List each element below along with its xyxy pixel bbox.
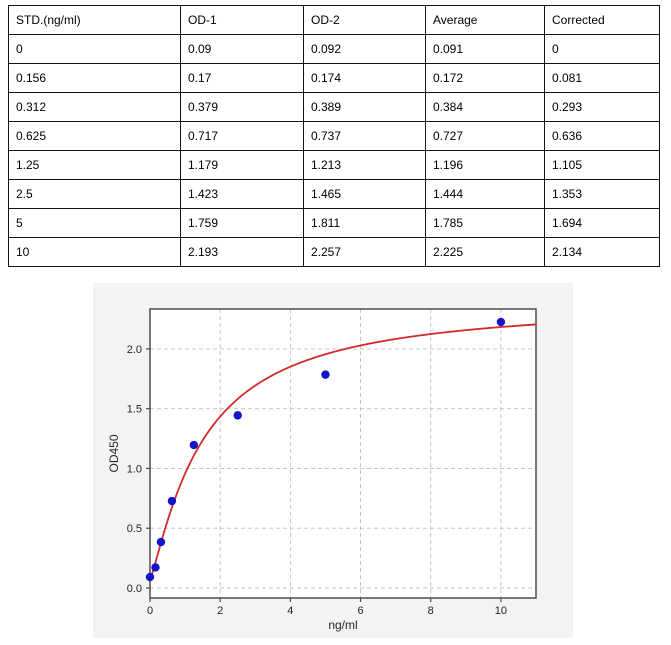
- table-cell: 1.179: [180, 150, 304, 180]
- data-point: [145, 572, 155, 582]
- table-cell: 0.174: [303, 63, 426, 93]
- y-tick-label: 0.0: [127, 583, 142, 595]
- y-axis-label: OD450: [107, 434, 121, 472]
- data-point: [321, 370, 330, 379]
- table-cell: 0.312: [8, 92, 181, 122]
- table-cell: 0.636: [544, 121, 660, 151]
- table-cell: 0.09: [180, 34, 304, 64]
- table-cell: 0.384: [425, 92, 545, 122]
- table-cell: 2.225: [425, 237, 545, 267]
- table-cell: 0.092: [303, 34, 426, 64]
- table-cell: 0.717: [180, 121, 304, 151]
- table-cell: 2.134: [544, 237, 660, 267]
- x-tick-label: 4: [287, 605, 293, 617]
- table-cell: 2.257: [303, 237, 426, 267]
- table-cell: 2.5: [8, 179, 181, 209]
- column-header: Corrected: [544, 5, 660, 35]
- table-cell: 0: [544, 34, 660, 64]
- data-point: [151, 563, 160, 572]
- table-row: 0.312 0.379 0.389 0.384 0.293: [8, 92, 660, 122]
- table-cell: 0: [8, 34, 181, 64]
- table-cell: 1.353: [544, 179, 660, 209]
- table-cell: 1.444: [425, 179, 545, 209]
- plot-background: [150, 309, 536, 598]
- table-cell: 0.379: [180, 92, 304, 122]
- table-cell: 0.293: [544, 92, 660, 122]
- table-body: 0 0.09 0.092 0.091 0 0.156 0.17 0.174 0.172 0.081…: [8, 34, 660, 267]
- table-cell: 0.727: [425, 121, 545, 151]
- table-cell: 0.389: [303, 92, 426, 122]
- table-row: 0 0.09 0.092 0.091 0: [8, 34, 660, 64]
- column-header: OD-1: [180, 5, 304, 35]
- table-cell: 0.156: [8, 63, 181, 93]
- y-tick-label: 1.0: [127, 463, 142, 475]
- x-axis-label: ng/ml: [328, 618, 357, 632]
- table-row: 0.156 0.17 0.174 0.172 0.081: [8, 63, 660, 93]
- column-header: STD.(ng/ml): [8, 5, 181, 35]
- table-cell: 1.759: [180, 208, 304, 238]
- table-cell: 1.694: [544, 208, 660, 238]
- data-point: [233, 411, 242, 420]
- x-tick-label: 0: [147, 605, 153, 617]
- column-header: OD-2: [303, 5, 426, 35]
- table-row: 2.5 1.423 1.465 1.444 1.353: [8, 179, 660, 209]
- table-header-row: STD.(ng/ml) OD-1 OD-2 Average Corrected: [8, 5, 660, 35]
- data-point: [189, 440, 199, 450]
- table-cell: 1.105: [544, 150, 660, 180]
- table-cell: 0.091: [425, 34, 545, 64]
- column-header: Average: [425, 5, 545, 35]
- data-point: [156, 537, 166, 547]
- table-cell: 1.423: [180, 179, 304, 209]
- x-tick-label: 10: [495, 605, 507, 617]
- standard-curve-figure: 0 2 4 6 8 10 0.0 0.5 1.0 1.5 2.0 ng/ml OD450: [93, 283, 573, 638]
- table-row: 1.25 1.179 1.213 1.196 1.105: [8, 150, 660, 180]
- x-tick-label: 2: [217, 605, 223, 617]
- x-tick-label: 6: [357, 605, 363, 617]
- table-cell: 1.213: [303, 150, 426, 180]
- table-cell: 0.737: [303, 121, 426, 151]
- standard-curve-chart: 0 2 4 6 8 10 0.0 0.5 1.0 1.5 2.0 ng/ml OD450: [93, 283, 573, 638]
- table-cell: 1.25: [8, 150, 181, 180]
- table-cell: 0.17: [180, 63, 304, 93]
- standards-table: STD.(ng/ml) OD-1 OD-2 Average Corrected 0 0.0…: [8, 5, 660, 267]
- table-row: 0.625 0.717 0.737 0.727 0.636: [8, 121, 660, 151]
- table-cell: 0.172: [425, 63, 545, 93]
- table-cell: 1.811: [303, 208, 426, 238]
- x-tick-label: 8: [428, 605, 434, 617]
- fit-curve: [149, 323, 537, 581]
- table-cell: 2.193: [180, 237, 304, 267]
- y-tick-label: 0.5: [127, 523, 142, 535]
- table-cell: 1.196: [425, 150, 545, 180]
- y-tick-label: 1.5: [127, 404, 142, 416]
- y-tick-label: 2.0: [127, 344, 142, 356]
- table-cell: 0.625: [8, 121, 181, 151]
- data-point: [167, 496, 177, 506]
- table-cell: 5: [8, 208, 181, 238]
- table-row: 5 1.759 1.811 1.785 1.694: [8, 208, 660, 238]
- data-point: [496, 317, 506, 327]
- table-cell: 1.465: [303, 179, 426, 209]
- table-row: 10 2.193 2.257 2.225 2.134: [8, 237, 660, 267]
- table-cell: 10: [8, 237, 181, 267]
- table-cell: 0.081: [544, 63, 660, 93]
- plot-border: [149, 308, 537, 599]
- table-cell: 1.785: [425, 208, 545, 238]
